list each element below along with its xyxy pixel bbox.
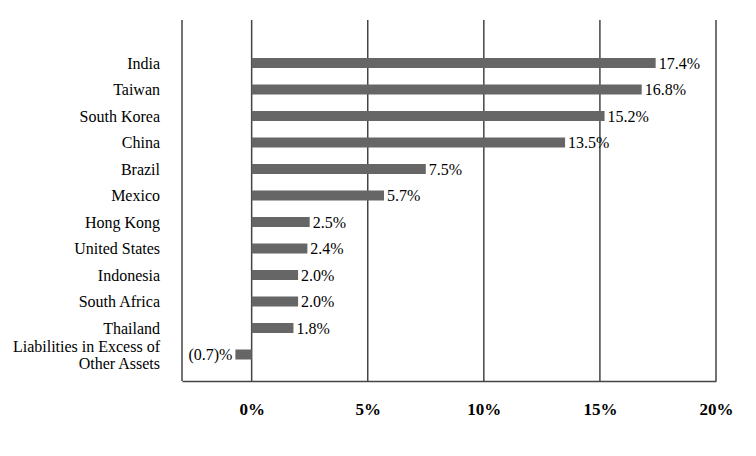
data-label: (0.7)% — [188, 346, 232, 364]
data-label: 7.5% — [429, 161, 462, 178]
bar — [252, 164, 426, 174]
tick-label: 15% — [583, 400, 617, 419]
x-axis: 0% 5% 10% 15% 20% — [183, 381, 734, 419]
tick: 20% — [700, 381, 734, 419]
bar — [252, 323, 294, 333]
bar — [252, 270, 298, 280]
bar — [252, 85, 642, 95]
data-label: 15.2% — [608, 108, 649, 125]
data-label: 2.0% — [301, 267, 334, 284]
category-label: Indonesia — [98, 267, 160, 284]
data-label: 16.8% — [645, 81, 686, 98]
data-label: 2.0% — [301, 293, 334, 310]
category-label: South Korea — [80, 108, 160, 125]
category-labels: India Taiwan South Korea China Brazil Mexico H… — [13, 55, 161, 372]
bar — [252, 138, 565, 148]
tick: 10% — [467, 381, 501, 419]
frame-left — [181, 20, 183, 381]
category-label: United States — [74, 240, 160, 257]
category-label: South Africa — [79, 293, 160, 310]
tick-label: 5% — [355, 400, 381, 419]
data-label: 1.8% — [296, 320, 329, 337]
tick: 15% — [583, 381, 617, 419]
tick: 0% — [239, 381, 264, 419]
bar — [252, 244, 308, 254]
data-label: 13.5% — [568, 134, 609, 151]
bars — [235, 58, 655, 360]
category-label: Mexico — [111, 187, 160, 204]
category-label: India — [127, 55, 160, 72]
category-label: Liabilities in Excess ofOther Assets — [13, 338, 161, 372]
grid-line — [483, 20, 485, 381]
category-label: China — [122, 134, 160, 151]
bar — [252, 58, 656, 68]
bar — [252, 297, 298, 307]
data-label: 17.4% — [659, 55, 700, 72]
data-label: 5.7% — [387, 187, 420, 204]
category-label: Brazil — [121, 161, 161, 178]
data-labels: 17.4% 16.8% 15.2% 13.5% 7.5% 5.7% 2.5% 2.4% 2.0%… — [188, 55, 700, 365]
bar — [252, 111, 605, 121]
category-label: Hong Kong — [85, 214, 160, 232]
category-label: Taiwan — [113, 81, 160, 98]
axis-line — [183, 381, 717, 383]
grid-line — [715, 20, 717, 381]
tick-label: 0% — [239, 400, 264, 419]
bar — [235, 350, 251, 360]
tick-label: 10% — [467, 400, 501, 419]
grid — [252, 20, 716, 381]
chart: 0% 5% 10% 15% 20% India Taiwan South Korea China… — [0, 0, 756, 456]
tick: 5% — [355, 381, 381, 419]
grid-line — [599, 20, 601, 381]
data-label: 2.5% — [313, 214, 346, 231]
category-label: Thailand — [103, 320, 160, 337]
bar — [252, 191, 384, 201]
data-label: 2.4% — [310, 240, 343, 257]
tick-label: 20% — [700, 400, 734, 419]
bar — [252, 217, 310, 227]
